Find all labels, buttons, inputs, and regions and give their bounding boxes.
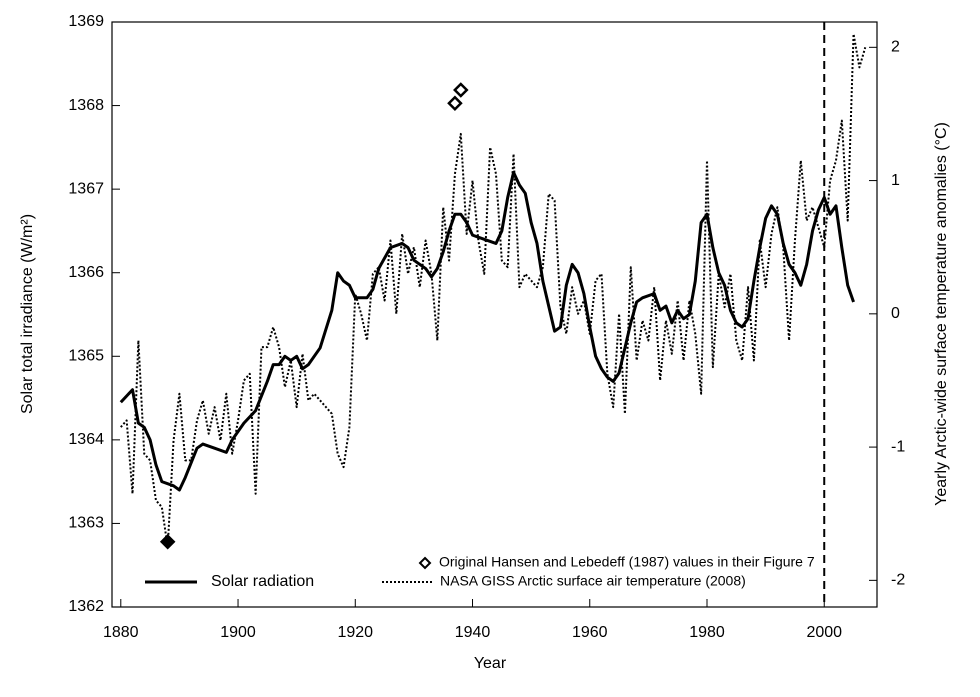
x-tick-label: 1900 [220, 624, 256, 641]
y-axis-label: Solar total irradiance (W/m²) [19, 214, 36, 414]
y2-tick-label: 1 [891, 172, 900, 189]
legend-label: Original Hansen and Lebedeff (1987) valu… [439, 554, 815, 570]
legend-label: Solar radiation [211, 573, 314, 590]
y-tick-label: 1363 [68, 515, 104, 532]
diamond-marker [159, 533, 176, 550]
series-line [120, 32, 867, 549]
x-tick-label: 1920 [337, 624, 373, 641]
x-tick-label: 1980 [689, 624, 725, 641]
plot-frame [111, 21, 878, 608]
y-tick-label: 1366 [68, 264, 104, 281]
y2-tick-label: -1 [891, 438, 905, 455]
diamond-marker [453, 82, 469, 98]
x-tick-label: 1960 [572, 624, 608, 641]
y-tick-label: 1369 [68, 13, 104, 30]
y-tick-label: 1368 [68, 97, 104, 114]
y-tick-label: 1362 [68, 598, 104, 615]
legend-label: NASA GISS Arctic surface air temperature… [440, 573, 746, 589]
x-tick-label: 1880 [103, 624, 139, 641]
y2-axis-label: Yearly Arctic-wide surface temperature a… [933, 122, 950, 506]
y2-tick-label: 0 [891, 305, 900, 322]
y-tick-label: 1365 [68, 348, 104, 365]
x-axis-label: Year [474, 655, 507, 672]
x-tick-label: 2000 [806, 624, 842, 641]
y-tick-label: 1367 [68, 180, 104, 197]
series-line [119, 170, 855, 492]
diamond-marker [447, 95, 463, 112]
y2-tick-label: 2 [891, 39, 900, 56]
y2-tick-label: -2 [891, 572, 905, 589]
legend-marker [418, 556, 432, 570]
y-tick-label: 1364 [68, 431, 104, 448]
x-tick-label: 1940 [455, 624, 491, 641]
